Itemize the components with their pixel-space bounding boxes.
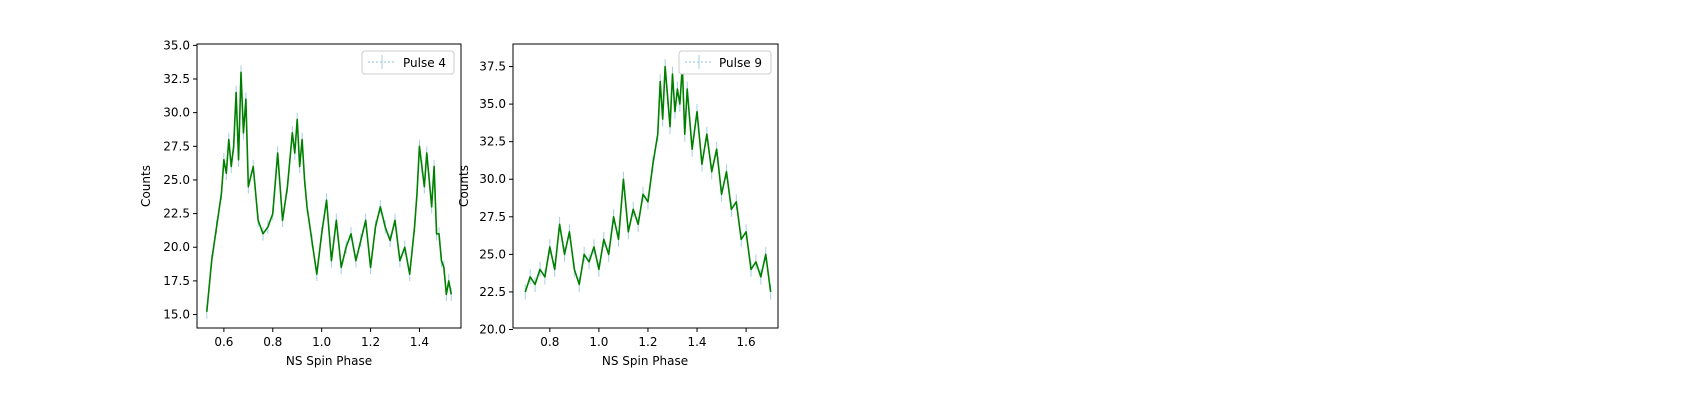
y-tick-label: 22.5 (479, 285, 506, 299)
series-line (205, 71, 453, 312)
legend-box-1 (361, 50, 455, 75)
series-pulse-9-marks (524, 59, 772, 300)
series-line (524, 65, 772, 293)
axes-frame-2 (512, 43, 779, 329)
x-tick-label: 1.4 (687, 335, 706, 349)
x-tick-label: 1.0 (589, 335, 608, 349)
y-tick-label: 20.0 (163, 240, 190, 254)
y-tick-label: 27.5 (479, 210, 506, 224)
y-axis-label-1: Counts (139, 165, 153, 207)
x-axis-label-1: NS Spin Phase (286, 354, 372, 368)
x-axis-label-2: NS Spin Phase (602, 354, 688, 368)
x-ticks-2: 0.8 1.0 1.2 1.4 1.6 (540, 328, 756, 349)
x-tick-label: 0.8 (540, 335, 559, 349)
y-tick-label: 32.5 (479, 135, 506, 149)
x-tick-label: 1.6 (737, 335, 756, 349)
plot-clip-1 (205, 65, 453, 319)
x-tick-label: 1.0 (312, 335, 331, 349)
y-tick-label: 35.0 (479, 97, 506, 111)
legend-2: Pulse 9 (678, 50, 772, 75)
x-tick-label: 1.4 (410, 335, 429, 349)
legend-label-1: Pulse 4 (403, 56, 446, 70)
axes-frame-1 (196, 43, 462, 329)
y-tick-label: 25.0 (479, 247, 506, 261)
y-tick-label: 37.5 (479, 60, 506, 74)
y-tick-label: 15.0 (163, 308, 190, 322)
plot-area-2 (513, 44, 778, 328)
x-tick-label: 1.2 (638, 335, 657, 349)
legend-1: Pulse 4 (361, 50, 455, 75)
panel-1: 0.6 0.8 1.0 1.2 1.4 15.0 17.5 20.0 22.5 25.0 27.5… (139, 38, 462, 368)
x-tick-label: 0.6 (214, 335, 233, 349)
x-ticks-1: 0.6 0.8 1.0 1.2 1.4 (214, 328, 429, 349)
y-tick-label: 20.0 (479, 323, 506, 337)
y-tick-label: 27.5 (163, 139, 190, 153)
y-axis-label-2: Counts (457, 165, 471, 207)
y-tick-label: 25.0 (163, 173, 190, 187)
y-tick-label: 30.0 (163, 106, 190, 120)
y-tick-label: 30.0 (479, 172, 506, 186)
series-pulse-4-marks (205, 65, 453, 319)
y-tick-label: 35.0 (163, 38, 190, 52)
y-tick-label: 22.5 (163, 207, 190, 221)
x-tick-label: 0.8 (263, 335, 282, 349)
legend-label-2: Pulse 9 (719, 56, 762, 70)
y-tick-label: 17.5 (163, 274, 190, 288)
legend-box-2 (678, 50, 772, 75)
x-tick-label: 1.2 (361, 335, 380, 349)
y-ticks-2: 20.0 22.5 25.0 27.5 30.0 32.5 35.0 37.5 (479, 60, 513, 337)
panel-2: 0.8 1.0 1.2 1.4 1.6 20.0 22.5 25.0 27.5 30.0 32.5… (457, 43, 779, 368)
y-ticks-1: 15.0 17.5 20.0 22.5 25.0 27.5 30.0 32.5 35.0 (163, 38, 197, 322)
plot-clip-2 (524, 59, 772, 300)
y-tick-label: 32.5 (163, 72, 190, 86)
